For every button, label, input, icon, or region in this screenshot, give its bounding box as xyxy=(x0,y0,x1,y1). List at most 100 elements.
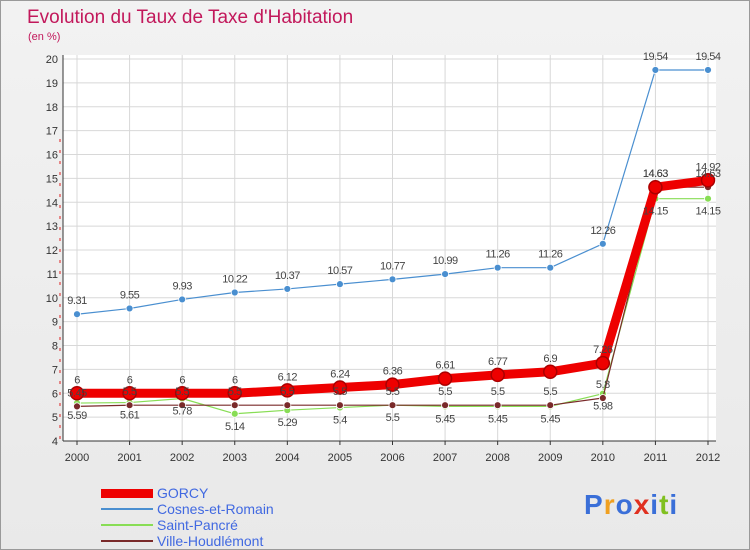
data-label: 14.63 xyxy=(643,168,668,180)
data-label: 5.5 xyxy=(175,386,189,398)
data-point xyxy=(388,401,397,410)
data-label: 5.45 xyxy=(541,413,561,425)
y-tick-label: 15 xyxy=(46,173,58,185)
legend: GORCY Cosnes-et-Romain Saint-Pancré Ville-H… xyxy=(101,485,274,549)
y-tick-label: 9 xyxy=(52,317,58,329)
y-tick-label: 13 xyxy=(46,221,58,233)
legend-swatch xyxy=(101,508,153,510)
data-label: 5.98 xyxy=(593,401,613,413)
data-label: 10.57 xyxy=(327,265,352,277)
data-point xyxy=(227,386,242,401)
data-label: 5.59 xyxy=(67,410,87,422)
data-label: 5.29 xyxy=(278,417,298,429)
legend-swatch xyxy=(101,524,153,526)
data-label: 5.5 xyxy=(386,412,400,424)
data-point xyxy=(230,288,239,297)
legend-swatch xyxy=(101,540,153,542)
y-tick-label: 20 xyxy=(46,54,58,66)
data-point xyxy=(125,304,134,313)
x-tick-label: 2004 xyxy=(275,452,299,464)
y-tick-label: 16 xyxy=(46,150,58,162)
y-tick-label: 8 xyxy=(52,341,58,353)
x-tick-label: 2000 xyxy=(65,452,89,464)
data-label: 5.5 xyxy=(386,386,400,398)
data-label: 12.26 xyxy=(590,225,615,237)
y-tick-label: 14 xyxy=(46,197,58,209)
data-point xyxy=(437,371,453,386)
y-tick-label: 6 xyxy=(52,388,58,400)
x-tick-label: 2003 xyxy=(223,452,247,464)
data-point xyxy=(543,364,558,380)
data-point xyxy=(73,310,81,319)
data-point xyxy=(125,401,134,410)
legend-swatch xyxy=(101,488,153,498)
legend-item: Ville-Houdlémont xyxy=(101,533,274,549)
data-label: 10.77 xyxy=(380,260,405,272)
x-tick-label: 2007 xyxy=(433,452,457,464)
data-label: 11.26 xyxy=(486,249,511,261)
data-label: 10.99 xyxy=(433,255,458,267)
legend-label: GORCY xyxy=(157,485,209,501)
logo-letter: o xyxy=(615,489,634,520)
data-label: 9.93 xyxy=(172,280,192,292)
series-cosnes-et-romain xyxy=(73,66,712,319)
data-label: 9.55 xyxy=(120,289,140,301)
data-label: 5.5 xyxy=(333,386,347,398)
data-label: 5.5 xyxy=(280,386,294,398)
data-point xyxy=(385,377,400,392)
x-tick-label: 2010 xyxy=(591,452,615,464)
data-point xyxy=(648,179,663,195)
data-point xyxy=(704,194,712,203)
data-point xyxy=(178,295,187,304)
data-label: 5.5 xyxy=(491,386,505,398)
data-point xyxy=(595,355,611,371)
data-point xyxy=(388,275,397,284)
data-label: 7.26 xyxy=(593,344,613,356)
data-point xyxy=(283,285,292,293)
y-tick-label: 7 xyxy=(52,364,58,376)
data-point xyxy=(280,383,295,398)
data-label: 6 xyxy=(232,374,238,386)
legend-item: Cosnes-et-Romain xyxy=(101,501,274,517)
y-tick-label: 11 xyxy=(47,269,58,281)
data-label: 11.26 xyxy=(538,249,563,261)
data-label: 19.54 xyxy=(643,51,668,63)
data-point xyxy=(493,263,502,272)
legend-item: GORCY xyxy=(101,485,274,501)
data-label: 5.5 xyxy=(228,386,242,398)
proxiti-logo: Proxiti xyxy=(584,489,678,521)
logo-letter: P xyxy=(584,489,604,520)
y-tick-label: 19 xyxy=(46,78,58,90)
data-label: 5.5 xyxy=(438,386,452,398)
data-point xyxy=(336,401,344,410)
chart-subtitle: (en %) xyxy=(28,31,61,43)
logo-letter: t xyxy=(659,489,670,520)
data-label: 14.63 xyxy=(643,168,668,180)
data-label: 5.78 xyxy=(172,406,192,418)
y-tick-label: 4 xyxy=(52,436,58,448)
data-point xyxy=(700,173,716,188)
data-point xyxy=(598,239,607,248)
data-label: 5.14 xyxy=(225,421,245,433)
data-label: 6 xyxy=(74,374,80,386)
data-label: 5.61 xyxy=(120,410,140,422)
x-tick-label: 2008 xyxy=(485,452,509,464)
data-point xyxy=(73,402,81,411)
x-tick-label: 2002 xyxy=(170,452,194,464)
x-tick-label: 2001 xyxy=(117,452,141,464)
logo-letter: i xyxy=(650,489,660,520)
data-point xyxy=(704,66,712,74)
data-label: 5.45 xyxy=(435,413,455,425)
logo-letter: i xyxy=(669,489,679,520)
data-label: 5.5 xyxy=(543,386,557,398)
data-point xyxy=(546,401,555,410)
data-label: 5.4 xyxy=(333,415,347,427)
chart-title: Evolution du Taux de Taxe d'Habitation xyxy=(27,7,354,28)
y-tick-label: 10 xyxy=(46,293,58,305)
data-point xyxy=(441,270,449,279)
logo-letter: x xyxy=(633,489,651,520)
legend-label: Ville-Houdlémont xyxy=(157,533,264,549)
data-label: 9.31 xyxy=(67,295,87,307)
data-point xyxy=(493,401,502,410)
